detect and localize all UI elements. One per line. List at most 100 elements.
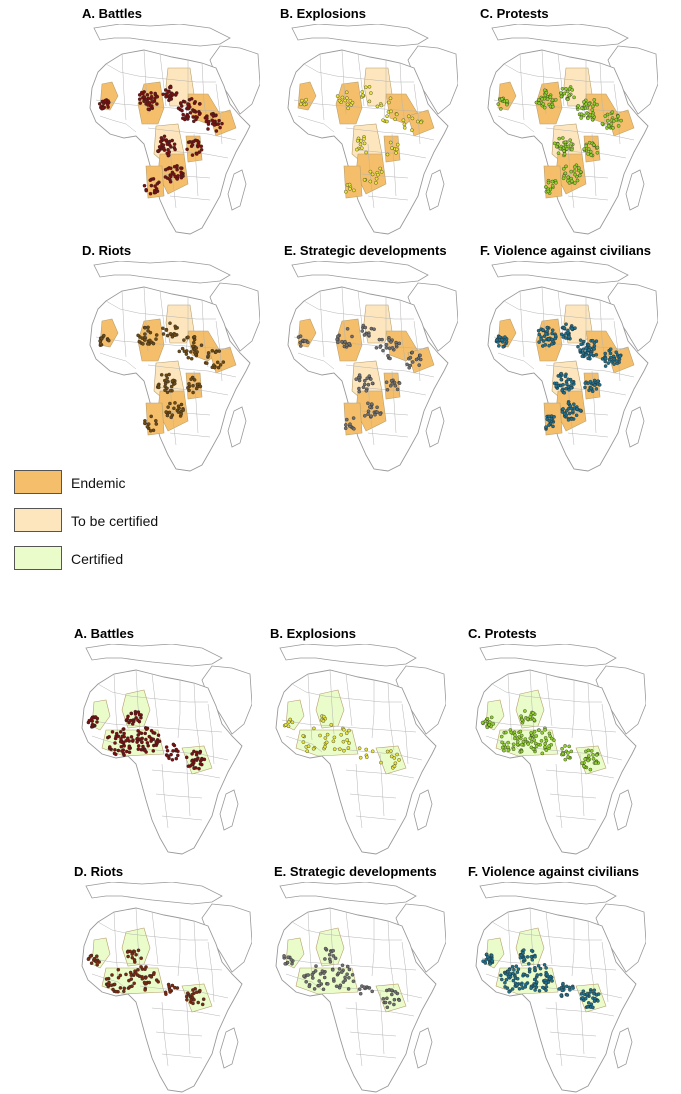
- event-marker: [529, 948, 534, 953]
- event-marker: [362, 141, 367, 146]
- event-marker: [180, 108, 184, 113]
- event-marker: [378, 412, 383, 416]
- event-marker: [566, 328, 570, 333]
- event-marker: [114, 989, 118, 994]
- event-marker: [603, 356, 608, 361]
- country-border: [383, 297, 387, 356]
- event-marker: [547, 414, 551, 419]
- event-marker: [573, 181, 577, 185]
- event-marker: [417, 363, 421, 367]
- event-marker: [536, 98, 541, 102]
- event-marker: [575, 178, 580, 183]
- event-marker: [303, 339, 307, 343]
- event-marker: [556, 151, 561, 155]
- country-region: [121, 689, 151, 729]
- event-marker: [505, 102, 509, 107]
- upper-panel-d: D. Riots: [60, 243, 260, 472]
- country-region: [315, 689, 345, 729]
- event-marker: [171, 749, 175, 753]
- event-marker: [159, 373, 164, 377]
- event-marker: [322, 975, 327, 980]
- event-marker: [550, 337, 554, 342]
- event-marker: [190, 153, 195, 157]
- event-marker: [616, 114, 620, 119]
- country-border: [319, 53, 325, 121]
- event-marker: [172, 406, 176, 411]
- event-marker: [332, 735, 337, 740]
- event-marker: [579, 112, 584, 116]
- country-border: [345, 1007, 415, 1017]
- event-marker: [573, 172, 577, 177]
- event-marker: [511, 971, 515, 976]
- event-marker: [581, 989, 586, 993]
- event-marker: [139, 90, 144, 95]
- event-marker: [532, 729, 537, 734]
- country-border: [151, 911, 159, 965]
- event-marker: [192, 378, 197, 382]
- event-marker: [408, 363, 412, 368]
- event-marker: [163, 167, 168, 172]
- event-marker: [341, 739, 346, 744]
- event-marker: [139, 956, 143, 960]
- event-marker: [586, 356, 590, 361]
- country-border: [99, 115, 137, 133]
- event-marker: [515, 739, 520, 744]
- event-marker: [567, 744, 571, 749]
- panel-title: F. Violence against civilians: [468, 864, 639, 879]
- country-border: [357, 149, 427, 159]
- event-marker: [533, 983, 537, 987]
- event-marker: [586, 147, 591, 151]
- event-marker: [532, 718, 536, 722]
- event-marker: [565, 147, 569, 151]
- event-marker: [590, 389, 595, 394]
- event-marker: [216, 122, 221, 126]
- event-marker: [136, 710, 141, 714]
- event-marker: [162, 138, 166, 142]
- event-marker: [419, 120, 423, 125]
- event-marker: [385, 119, 389, 124]
- event-marker: [531, 747, 536, 751]
- event-marker: [539, 337, 543, 341]
- country-region: [335, 81, 363, 125]
- country-border: [549, 793, 597, 799]
- event-marker: [185, 998, 189, 1002]
- country-border: [413, 83, 421, 145]
- event-marker: [385, 152, 390, 157]
- event-marker: [137, 97, 142, 101]
- event-marker: [570, 326, 574, 331]
- madagascar-landmass: [219, 789, 239, 831]
- country-border: [519, 290, 525, 358]
- event-marker: [146, 325, 150, 330]
- event-marker: [516, 967, 521, 971]
- event-marker: [344, 731, 349, 735]
- event-marker: [334, 984, 339, 989]
- event-marker: [591, 104, 595, 109]
- event-marker: [201, 997, 206, 1001]
- event-marker: [565, 993, 570, 997]
- event-marker: [572, 165, 577, 169]
- africa-map: [287, 261, 458, 472]
- event-marker: [283, 962, 287, 966]
- event-marker: [302, 102, 307, 107]
- event-marker: [539, 972, 543, 977]
- event-marker: [589, 989, 593, 994]
- event-marker: [385, 388, 390, 392]
- country-border: [401, 941, 409, 1003]
- country-border: [367, 143, 375, 209]
- event-marker: [611, 354, 616, 359]
- event-marker: [121, 727, 126, 731]
- event-marker: [414, 357, 419, 362]
- event-marker: [544, 985, 549, 989]
- event-marker: [168, 332, 173, 336]
- event-marker: [344, 90, 349, 95]
- event-marker: [509, 730, 513, 735]
- europe-landmass: [491, 261, 629, 284]
- event-marker: [194, 753, 199, 757]
- event-marker: [132, 972, 136, 976]
- event-marker: [550, 184, 555, 188]
- country-border: [193, 133, 199, 197]
- country-border: [303, 300, 414, 320]
- event-marker: [337, 98, 342, 103]
- event-marker: [583, 996, 588, 1001]
- madagascar-landmass: [425, 406, 445, 448]
